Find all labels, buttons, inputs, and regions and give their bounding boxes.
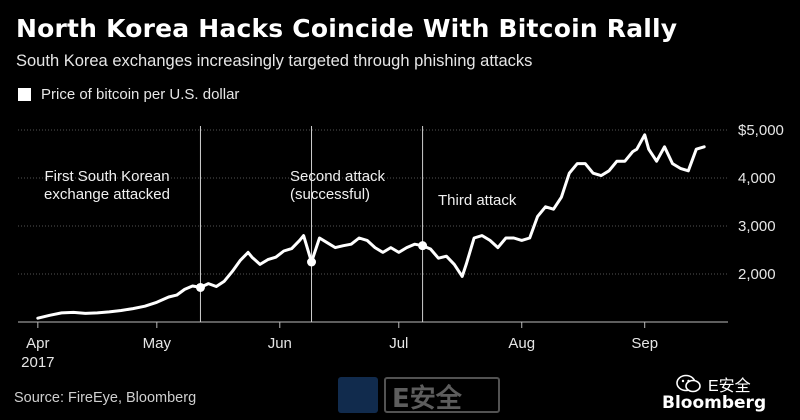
annotation-label-1-1: (successful) <box>290 186 370 203</box>
y-tick-label-2: 4,000 <box>738 170 776 187</box>
y-tick-label-0: 2,000 <box>738 266 776 283</box>
wechat-icon <box>676 374 701 393</box>
annotation-label-0-1: exchange attacked <box>44 186 170 203</box>
legend-label: Price of bitcoin per U.S. dollar <box>41 86 240 103</box>
watermark-text: E安全 <box>392 384 462 414</box>
chart-title: North Korea Hacks Coincide With Bitcoin … <box>16 14 678 43</box>
y-tick-label-3: $5,000 <box>738 122 784 139</box>
legend-swatch <box>18 88 31 101</box>
annotation-marker-1 <box>307 257 317 267</box>
series-line-0 <box>36 133 706 320</box>
source-note: Source: FireEye, Bloomberg <box>14 390 197 406</box>
annotation-label-0-0: First South Korean <box>44 168 169 185</box>
x-tick-label-5: Sep <box>631 335 658 352</box>
bloomberg-logo: Bloomberg <box>662 393 767 413</box>
x-tick-label-3: Jul <box>389 335 408 352</box>
watermark-logo-icon <box>338 377 378 413</box>
x-tick-label-1: May <box>143 335 172 352</box>
chart-subtitle: South Korea exchanges increasingly targe… <box>16 52 533 70</box>
x-tick-label-0: Apr <box>26 335 49 352</box>
annotation-marker-2 <box>418 241 428 251</box>
annotation-marker-0 <box>195 282 205 292</box>
y-tick-label-1: 3,000 <box>738 218 776 235</box>
annotation-label-1-0: Second attack <box>290 168 386 185</box>
wechat-badge: E安全 <box>676 372 751 396</box>
legend: Price of bitcoin per U.S. dollar <box>18 86 239 103</box>
annotation-label-2-0: Third attack <box>438 192 517 209</box>
wechat-label: E安全 <box>708 378 751 395</box>
watermark-frame <box>384 377 500 413</box>
x-tick-label-2: Jun <box>268 335 292 352</box>
x-tick-sublabel-0: 2017 <box>21 354 54 371</box>
x-tick-label-4: Aug <box>508 335 535 352</box>
